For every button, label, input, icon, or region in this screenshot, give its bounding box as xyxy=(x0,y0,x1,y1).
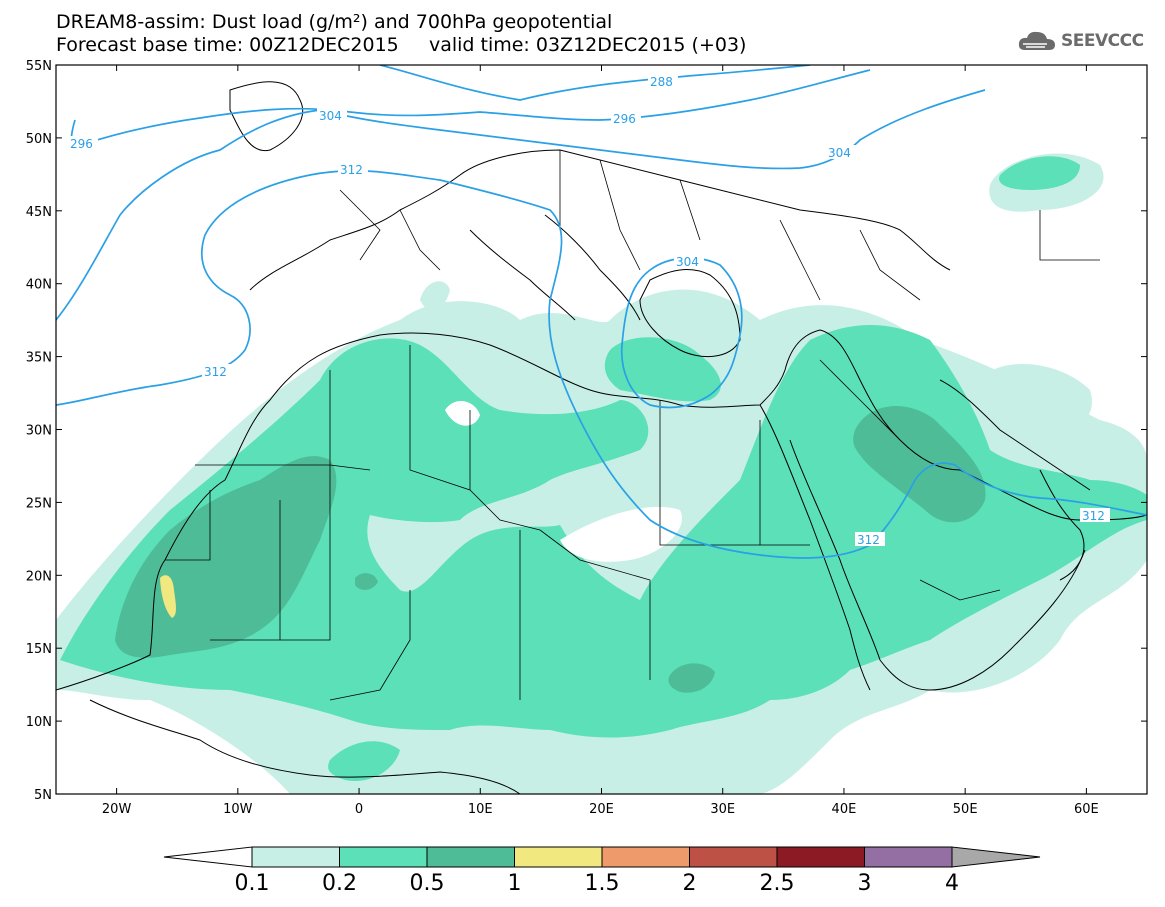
lat-label: 30N xyxy=(26,424,52,439)
colorbar-above-triangle xyxy=(951,846,1041,868)
colorbar-label: 1 xyxy=(507,871,522,896)
map-title: DREAM8-assim: Dust load (g/m²) and 700hP… xyxy=(56,11,613,33)
lon-label: 40E xyxy=(832,802,857,817)
dust-load-1-15-area xyxy=(160,575,176,618)
latitude-axis: 55N 50N 45N 40N 35N 30N 25N 20N 15N 10N 5N xyxy=(26,59,1147,803)
colorbar-segment xyxy=(601,846,690,868)
coastlines xyxy=(56,81,1147,794)
contour-label: 312 xyxy=(1082,509,1105,523)
lat-label: 15N xyxy=(26,642,52,657)
lon-label: 50E xyxy=(953,802,978,817)
country-borders xyxy=(165,150,1100,701)
contour-label: 312 xyxy=(857,533,880,547)
colorbar-label: 2 xyxy=(682,871,697,896)
lat-label: 40N xyxy=(26,278,52,293)
logo-text: SEEVCCC xyxy=(1061,31,1144,51)
colorbar-label: 2.5 xyxy=(759,871,795,896)
lon-label: 20E xyxy=(589,802,614,817)
lon-label: 60E xyxy=(1074,802,1099,817)
colorbar-label: 3 xyxy=(857,871,872,896)
lat-label: 5N xyxy=(34,788,52,803)
contour-label: 304 xyxy=(319,109,342,123)
lat-label: 45N xyxy=(26,205,52,220)
lat-label: 50N xyxy=(26,132,52,147)
colorbar-below-triangle xyxy=(163,846,253,868)
colorbar-segment xyxy=(864,846,953,868)
seevccc-logo: SEEVCCC xyxy=(1017,26,1144,56)
lat-label: 20N xyxy=(26,569,52,584)
lat-label: 55N xyxy=(26,59,52,74)
cloud-icon xyxy=(1018,31,1055,50)
colorbar-segment xyxy=(689,846,778,868)
contour-label: 312 xyxy=(340,163,363,177)
colorbar-segment xyxy=(339,846,428,868)
colorbar-label: 4 xyxy=(945,871,959,896)
contour-label: 288 xyxy=(650,75,673,89)
colorbar-segment xyxy=(776,846,865,868)
colorbar xyxy=(163,846,1041,868)
colorbar-segment xyxy=(426,846,515,868)
lat-label: 35N xyxy=(26,351,52,366)
contour-label: 304 xyxy=(828,146,851,160)
lon-label: 10W xyxy=(223,802,253,817)
colorbar-label: 0.2 xyxy=(322,871,357,896)
map-area: 288 296 296 304 304 304 312 312 312 312 xyxy=(56,65,1147,794)
lon-label: 0 xyxy=(355,802,363,817)
contour-label: 304 xyxy=(676,255,699,269)
contour-label: 296 xyxy=(613,112,636,126)
lat-label: 10N xyxy=(26,715,52,730)
colorbar-label: 0.1 xyxy=(234,871,270,896)
lon-label: 30E xyxy=(710,802,735,817)
colorbar-label: 1.5 xyxy=(584,871,620,896)
map-subtitle: Forecast base time: 00Z12DEC2015 valid t… xyxy=(56,34,747,56)
colorbar-segment xyxy=(251,846,340,868)
lon-label: 20W xyxy=(102,802,132,817)
contour-label: 312 xyxy=(204,365,227,379)
longitude-axis: 20W 10W 0 10E 20E 30E 40E 50E 60E xyxy=(102,65,1099,817)
colorbar-segment xyxy=(514,846,603,868)
lat-label: 25N xyxy=(26,496,52,511)
contour-label: 296 xyxy=(70,137,93,151)
colorbar-label: 0.5 xyxy=(409,871,445,896)
lon-label: 10E xyxy=(468,802,493,817)
contour-labels: 288 296 296 304 304 304 312 312 312 312 xyxy=(68,74,1110,547)
